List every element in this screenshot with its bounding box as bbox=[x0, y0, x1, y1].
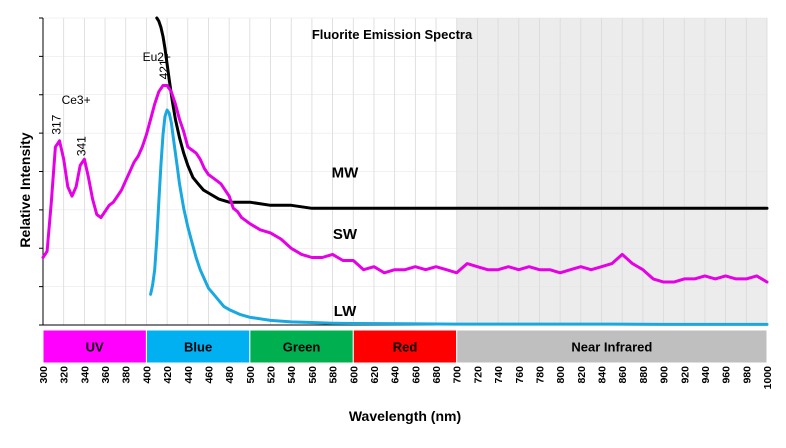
x-tick-label: 420 bbox=[162, 366, 174, 384]
peak-label: Eu2+ bbox=[143, 50, 171, 64]
band-label-red: Red bbox=[393, 340, 418, 355]
x-tick-label: 300 bbox=[38, 366, 50, 384]
series-line-lw bbox=[149, 108, 769, 326]
peak-label: 317 bbox=[50, 114, 64, 134]
x-tick-label: 840 bbox=[597, 366, 609, 384]
x-tick-label: 960 bbox=[721, 366, 733, 384]
chart-title: Fluorite Emission Spectra bbox=[312, 27, 473, 42]
y-axis-title: Relative Intensity bbox=[17, 132, 33, 247]
series-line-mw bbox=[155, 16, 769, 210]
x-axis-title: Wavelength (nm) bbox=[349, 408, 461, 424]
x-tick-label: 660 bbox=[410, 366, 422, 384]
x-tick-label: 320 bbox=[59, 366, 71, 384]
x-tick-label: 920 bbox=[679, 366, 691, 384]
x-tick-label: 680 bbox=[431, 366, 443, 384]
x-tick-label: 760 bbox=[514, 366, 526, 384]
band-red bbox=[352, 329, 458, 364]
x-tick-label: 520 bbox=[266, 366, 278, 384]
x-tick-label: 400 bbox=[141, 366, 153, 384]
peak-label: Ce3+ bbox=[62, 93, 91, 107]
x-tick-label: 720 bbox=[472, 366, 484, 384]
x-tick-label: 440 bbox=[183, 366, 195, 384]
x-tick-label: 940 bbox=[700, 366, 712, 384]
series-lines bbox=[41, 16, 769, 326]
x-tick-label: 900 bbox=[659, 366, 671, 384]
x-tick-label: 640 bbox=[390, 366, 402, 384]
band-blue bbox=[145, 329, 251, 364]
x-tick-label: 500 bbox=[245, 366, 257, 384]
series-label-sw: SW bbox=[333, 226, 358, 243]
x-tick-label: 340 bbox=[79, 366, 91, 384]
x-tick-label: 360 bbox=[100, 366, 112, 384]
x-tick-label: 600 bbox=[348, 366, 360, 384]
x-tick-label: 980 bbox=[741, 366, 753, 384]
series-label-lw: LW bbox=[334, 303, 357, 320]
band-label-green: Green bbox=[283, 340, 321, 355]
band-label-uv: UV bbox=[86, 340, 104, 355]
x-tick-label: 780 bbox=[534, 366, 546, 384]
peak-label: 421 bbox=[157, 59, 171, 79]
band-green bbox=[249, 329, 354, 364]
band-near-infrared bbox=[456, 329, 768, 364]
series-label-mw: MW bbox=[332, 165, 359, 182]
x-tick-label: 860 bbox=[617, 366, 629, 384]
band-uv bbox=[42, 329, 147, 364]
x-tick-label: 740 bbox=[493, 366, 505, 384]
x-tick-label: 700 bbox=[452, 366, 464, 384]
x-tick-label: 380 bbox=[121, 366, 133, 384]
band-label-blue: Blue bbox=[184, 340, 212, 355]
band-label-near-infrared: Near Infrared bbox=[571, 340, 652, 355]
series-line-sw bbox=[41, 84, 769, 284]
gridlines bbox=[42, 17, 768, 326]
x-tick-label: 480 bbox=[224, 366, 236, 384]
x-tick-label: 880 bbox=[638, 366, 650, 384]
x-tick-label: 800 bbox=[555, 366, 567, 384]
x-tick-label: 620 bbox=[369, 366, 381, 384]
x-tick-label: 460 bbox=[203, 366, 215, 384]
x-tick-label: 560 bbox=[307, 366, 319, 384]
spectrum-bands: UV Blue Green Red Near Infrared bbox=[42, 329, 768, 364]
x-tick-label: 1000 bbox=[762, 366, 774, 390]
x-tick-labels: 300 320 340 360 380 400 420 440 460 480 500 520 540 5… bbox=[38, 366, 774, 390]
x-tick-label: 580 bbox=[328, 366, 340, 384]
x-tick-label: 540 bbox=[286, 366, 298, 384]
x-tick-label: 820 bbox=[576, 366, 588, 384]
peak-label: 341 bbox=[74, 136, 88, 156]
